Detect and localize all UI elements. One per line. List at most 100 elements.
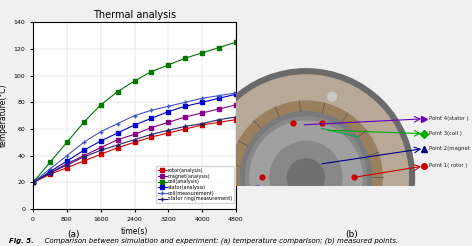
stator(analysis) bbox=[149, 117, 154, 120]
Text: Fig. 5.: Fig. 5. bbox=[9, 238, 34, 244]
magnet(analysis) bbox=[216, 108, 222, 110]
stator ring(measurement) bbox=[182, 125, 188, 128]
stator(analysis) bbox=[216, 97, 222, 100]
coil(measurement) bbox=[64, 154, 70, 157]
rotor(analysis) bbox=[149, 136, 154, 138]
Circle shape bbox=[249, 121, 363, 234]
magnet(analysis) bbox=[149, 126, 154, 129]
rotor(analysis) bbox=[64, 166, 70, 169]
Line: magnet(analysis): magnet(analysis) bbox=[31, 103, 238, 184]
stator ring(measurement) bbox=[166, 129, 171, 132]
stator ring(measurement) bbox=[149, 133, 154, 136]
Circle shape bbox=[229, 100, 383, 246]
stator(analysis) bbox=[233, 93, 239, 96]
coil(analysis) bbox=[199, 51, 205, 54]
Circle shape bbox=[245, 116, 367, 239]
stator ring(measurement) bbox=[98, 149, 103, 152]
Line: rotor(analysis): rotor(analysis) bbox=[31, 118, 238, 184]
magnet(analysis) bbox=[166, 121, 171, 124]
coil(analysis) bbox=[115, 90, 120, 93]
stator(analysis) bbox=[166, 110, 171, 113]
Circle shape bbox=[269, 141, 343, 214]
coil(analysis) bbox=[233, 41, 239, 44]
coil(measurement) bbox=[132, 114, 137, 117]
Title: Thermal analysis: Thermal analysis bbox=[93, 10, 176, 20]
stator(analysis) bbox=[81, 149, 87, 152]
coil(analysis) bbox=[166, 63, 171, 66]
stator ring(measurement) bbox=[216, 118, 222, 121]
Text: Comparison between simulation and experiment: (a) temperature comparison; (b) me: Comparison between simulation and experi… bbox=[40, 237, 398, 244]
Line: coil(measurement): coil(measurement) bbox=[31, 91, 238, 185]
Wedge shape bbox=[253, 186, 356, 231]
Text: Point 4(stator ): Point 4(stator ) bbox=[429, 116, 469, 121]
rotor(analysis) bbox=[182, 127, 188, 130]
rotor(analysis) bbox=[166, 132, 171, 135]
rotor(analysis) bbox=[115, 146, 120, 149]
coil(analysis) bbox=[182, 57, 188, 60]
coil(analysis) bbox=[81, 121, 87, 124]
Line: stator ring(measurement): stator ring(measurement) bbox=[31, 115, 238, 185]
magnet(analysis) bbox=[30, 181, 36, 184]
stator ring(measurement) bbox=[233, 115, 239, 118]
Circle shape bbox=[382, 203, 389, 210]
magnet(analysis) bbox=[81, 154, 87, 157]
stator ring(measurement) bbox=[30, 181, 36, 184]
rotor(analysis) bbox=[47, 173, 53, 176]
rotor(analysis) bbox=[30, 181, 36, 184]
stator(analysis) bbox=[182, 105, 188, 108]
coil(measurement) bbox=[182, 101, 188, 104]
coil(analysis) bbox=[216, 46, 222, 49]
magnet(analysis) bbox=[199, 111, 205, 114]
stator ring(measurement) bbox=[199, 122, 205, 125]
Legend: rotor(analysis), magnet(analysis), coil(analysis), stator(analysis), coil(measur: rotor(analysis), magnet(analysis), coil(… bbox=[156, 166, 234, 203]
rotor(analysis) bbox=[216, 121, 222, 124]
coil(analysis) bbox=[47, 161, 53, 164]
stator(analysis) bbox=[98, 139, 103, 142]
stator(analysis) bbox=[132, 123, 137, 126]
magnet(analysis) bbox=[47, 171, 53, 174]
stator(analysis) bbox=[30, 181, 36, 184]
rotor(analysis) bbox=[199, 123, 205, 126]
Line: coil(analysis): coil(analysis) bbox=[31, 40, 238, 184]
magnet(analysis) bbox=[115, 138, 120, 141]
Line: stator(analysis): stator(analysis) bbox=[31, 92, 238, 184]
coil(measurement) bbox=[47, 168, 53, 170]
rotor(analysis) bbox=[81, 160, 87, 163]
coil(measurement) bbox=[199, 97, 205, 100]
coil(analysis) bbox=[30, 181, 36, 184]
Circle shape bbox=[203, 74, 409, 246]
coil(measurement) bbox=[166, 105, 171, 108]
coil(measurement) bbox=[115, 122, 120, 125]
Text: (b): (b) bbox=[345, 230, 358, 239]
Circle shape bbox=[239, 111, 372, 244]
stator(analysis) bbox=[115, 132, 120, 135]
stator ring(measurement) bbox=[81, 155, 87, 158]
magnet(analysis) bbox=[64, 162, 70, 165]
coil(analysis) bbox=[98, 104, 103, 107]
stator ring(measurement) bbox=[132, 138, 137, 141]
Text: Point 2(magnet ): Point 2(magnet ) bbox=[429, 146, 472, 151]
Y-axis label: temperature(°C): temperature(°C) bbox=[0, 84, 8, 147]
Circle shape bbox=[197, 68, 415, 246]
stator(analysis) bbox=[47, 170, 53, 173]
coil(measurement) bbox=[98, 130, 103, 133]
Circle shape bbox=[328, 92, 337, 101]
rotor(analysis) bbox=[233, 118, 239, 121]
coil(measurement) bbox=[233, 92, 239, 94]
coil(measurement) bbox=[81, 141, 87, 144]
coil(measurement) bbox=[149, 109, 154, 112]
Wedge shape bbox=[241, 187, 368, 243]
Text: (a): (a) bbox=[67, 230, 79, 239]
stator(analysis) bbox=[199, 101, 205, 104]
coil(analysis) bbox=[132, 79, 137, 82]
magnet(analysis) bbox=[98, 146, 103, 149]
magnet(analysis) bbox=[132, 133, 137, 136]
Text: Point 1( rotor ): Point 1( rotor ) bbox=[429, 164, 468, 169]
coil(analysis) bbox=[64, 141, 70, 144]
stator ring(measurement) bbox=[115, 143, 120, 146]
X-axis label: time(s): time(s) bbox=[121, 227, 148, 236]
Text: Point 3(coil ): Point 3(coil ) bbox=[429, 131, 462, 136]
stator ring(measurement) bbox=[64, 164, 70, 167]
Circle shape bbox=[287, 158, 325, 197]
stator(analysis) bbox=[64, 160, 70, 163]
